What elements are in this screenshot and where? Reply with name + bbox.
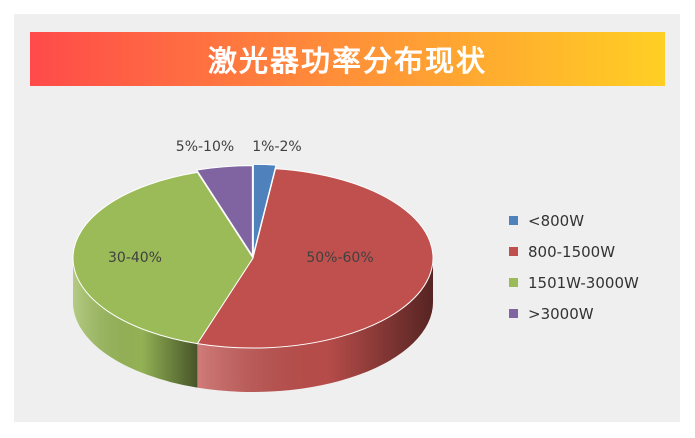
legend-label: 1501W-3000W [528,273,639,292]
pie-tops [72,163,434,349]
data-label-3000w: 5%-10% [176,139,234,155]
legend-label: <800W [528,211,585,230]
legend-swatch [509,247,518,256]
title-banner: 激光器功率分布现状 [30,32,665,86]
pie-slice-1501w-3000w [72,171,254,345]
legend-swatch [509,278,518,287]
pie-side-shade [197,258,433,392]
pie-side-800-1500w [197,258,433,392]
legend-item-800w: <800W [509,205,639,236]
pie-side-1501w-3000w [73,258,198,388]
legend-swatch [509,309,518,318]
legend-item-3000w: >3000W [509,298,639,329]
pie-slice-800-1500w [196,168,434,349]
data-label-800-1500w: 50%-60% [306,250,373,266]
legend-item-800-1500w: 800-1500W [509,236,639,267]
pie-sides [73,258,433,392]
data-label-1501w-3000w: 30-40% [108,250,162,266]
pie-side-shade [73,258,198,388]
legend-label: 800-1500W [528,242,616,261]
pie-labels: 1%-2% 50%-60% 30-40% 5%-10% [108,139,374,266]
pie-slice-800w [252,163,277,255]
legend-label: >3000W [528,304,594,323]
legend-item-1501w-3000w: 1501W-3000W [509,267,639,298]
pie-slice-3000w [195,165,253,258]
legend: <800W 800-1500W 1501W-3000W >3000W [509,205,639,329]
legend-swatch [509,216,518,225]
chart-title: 激光器功率分布现状 [207,44,487,78]
data-label-800w: 1%-2% [252,139,301,155]
